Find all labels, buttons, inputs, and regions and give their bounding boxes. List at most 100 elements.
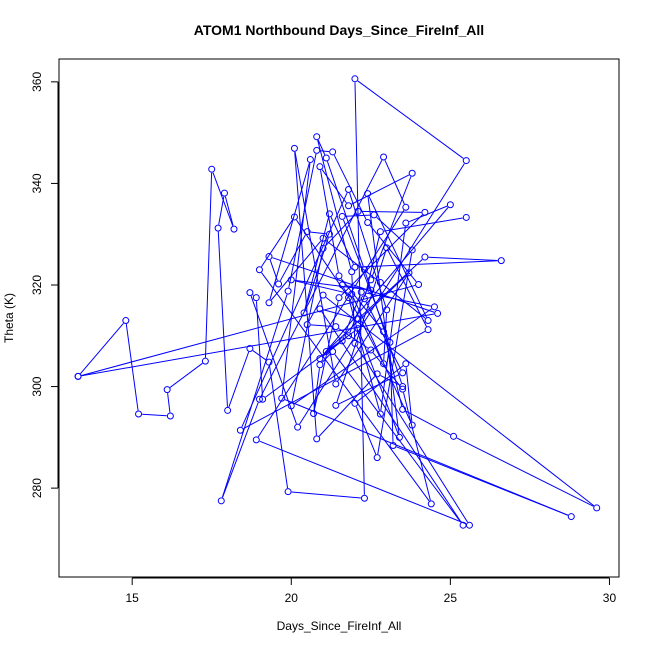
series-segment [371, 176, 412, 277]
data-point [332, 380, 340, 388]
data-point [332, 323, 340, 331]
data-point [380, 328, 388, 336]
series-segment [250, 295, 297, 424]
series-segment [389, 345, 394, 442]
x-axis: 15 20 25 30 [126, 577, 616, 605]
series-segment [368, 196, 427, 318]
series-segment [456, 437, 594, 507]
data-point [265, 299, 273, 307]
series-segment [345, 285, 368, 290]
data-point [338, 212, 346, 220]
data-point [408, 421, 416, 429]
series-segment [361, 210, 422, 213]
data-point [399, 383, 407, 391]
data-point [201, 357, 209, 365]
data-point [389, 441, 397, 449]
x-tick-label: 20 [285, 591, 299, 605]
data-point [313, 146, 321, 154]
data-point [383, 306, 391, 314]
series-segment [80, 322, 124, 374]
data-point [354, 315, 362, 323]
data-point [230, 225, 238, 233]
series-segment [351, 275, 356, 340]
series-segment [330, 216, 354, 265]
series-segment [167, 393, 171, 413]
data-point [376, 278, 384, 286]
data-point [332, 401, 340, 409]
series-segment [405, 367, 413, 422]
series-segment [318, 376, 376, 437]
data-point [310, 409, 318, 417]
series-segment [338, 328, 369, 349]
series-segment [269, 162, 310, 300]
data-point [395, 433, 403, 441]
data-point [122, 317, 130, 325]
data-point [465, 521, 473, 529]
series-segment [383, 217, 463, 232]
data-point [294, 423, 302, 431]
series-segment [338, 373, 400, 405]
data-point [345, 332, 353, 340]
data-point [364, 190, 372, 198]
data-point [319, 291, 327, 299]
data-point [325, 210, 333, 218]
series-segment [243, 330, 426, 429]
series-segment [308, 298, 322, 322]
series-segment [351, 174, 410, 205]
data-point [252, 294, 260, 302]
data-point [380, 153, 388, 161]
data-point [367, 286, 375, 294]
series-segment [252, 294, 254, 296]
data-point [275, 280, 283, 288]
series-segment [204, 172, 213, 358]
series-segment [405, 410, 451, 436]
series-segment [358, 260, 498, 268]
data-point [351, 75, 359, 83]
data-point [322, 348, 330, 356]
series-segment [310, 324, 333, 327]
series-segment [334, 354, 462, 523]
data-point [405, 269, 413, 277]
series-segment [341, 214, 423, 296]
data-point [360, 494, 368, 502]
chart-title: ATOM1 Northbound Days_Since_FireInf_All [194, 22, 484, 38]
data-point [316, 305, 324, 313]
data-point [313, 133, 321, 141]
series-segment [343, 295, 361, 338]
series-segment [408, 205, 448, 223]
series-segment [365, 301, 402, 370]
series-segment [224, 196, 234, 226]
data-point [252, 436, 260, 444]
data-point [383, 244, 391, 252]
series-segment [320, 170, 339, 273]
series-segment [345, 214, 371, 217]
data-point [348, 268, 356, 276]
series-segment [317, 140, 352, 269]
data-point [74, 372, 82, 380]
data-point [224, 406, 232, 414]
series-segment [357, 80, 464, 159]
series-segment [428, 256, 498, 261]
data-point [300, 309, 308, 317]
data-point [246, 344, 254, 352]
data-point [166, 412, 174, 420]
series-segment [328, 330, 356, 350]
data-point [313, 435, 321, 443]
data-point [306, 156, 314, 164]
data-point [335, 294, 343, 302]
x-axis-label: Days_Since_FireInf_All [277, 619, 402, 633]
data-point [329, 148, 337, 156]
y-tick-label: 320 [30, 275, 44, 295]
series-segment [310, 231, 326, 235]
series-segment [81, 284, 416, 376]
data-point [255, 395, 263, 403]
data-point [290, 213, 298, 221]
series-segment [336, 251, 387, 403]
data-point [284, 488, 292, 496]
data-point [351, 399, 359, 407]
data-point [354, 207, 362, 215]
data-point [497, 257, 505, 265]
data-point [319, 244, 327, 252]
data-point [351, 339, 359, 347]
data-point [367, 346, 375, 354]
